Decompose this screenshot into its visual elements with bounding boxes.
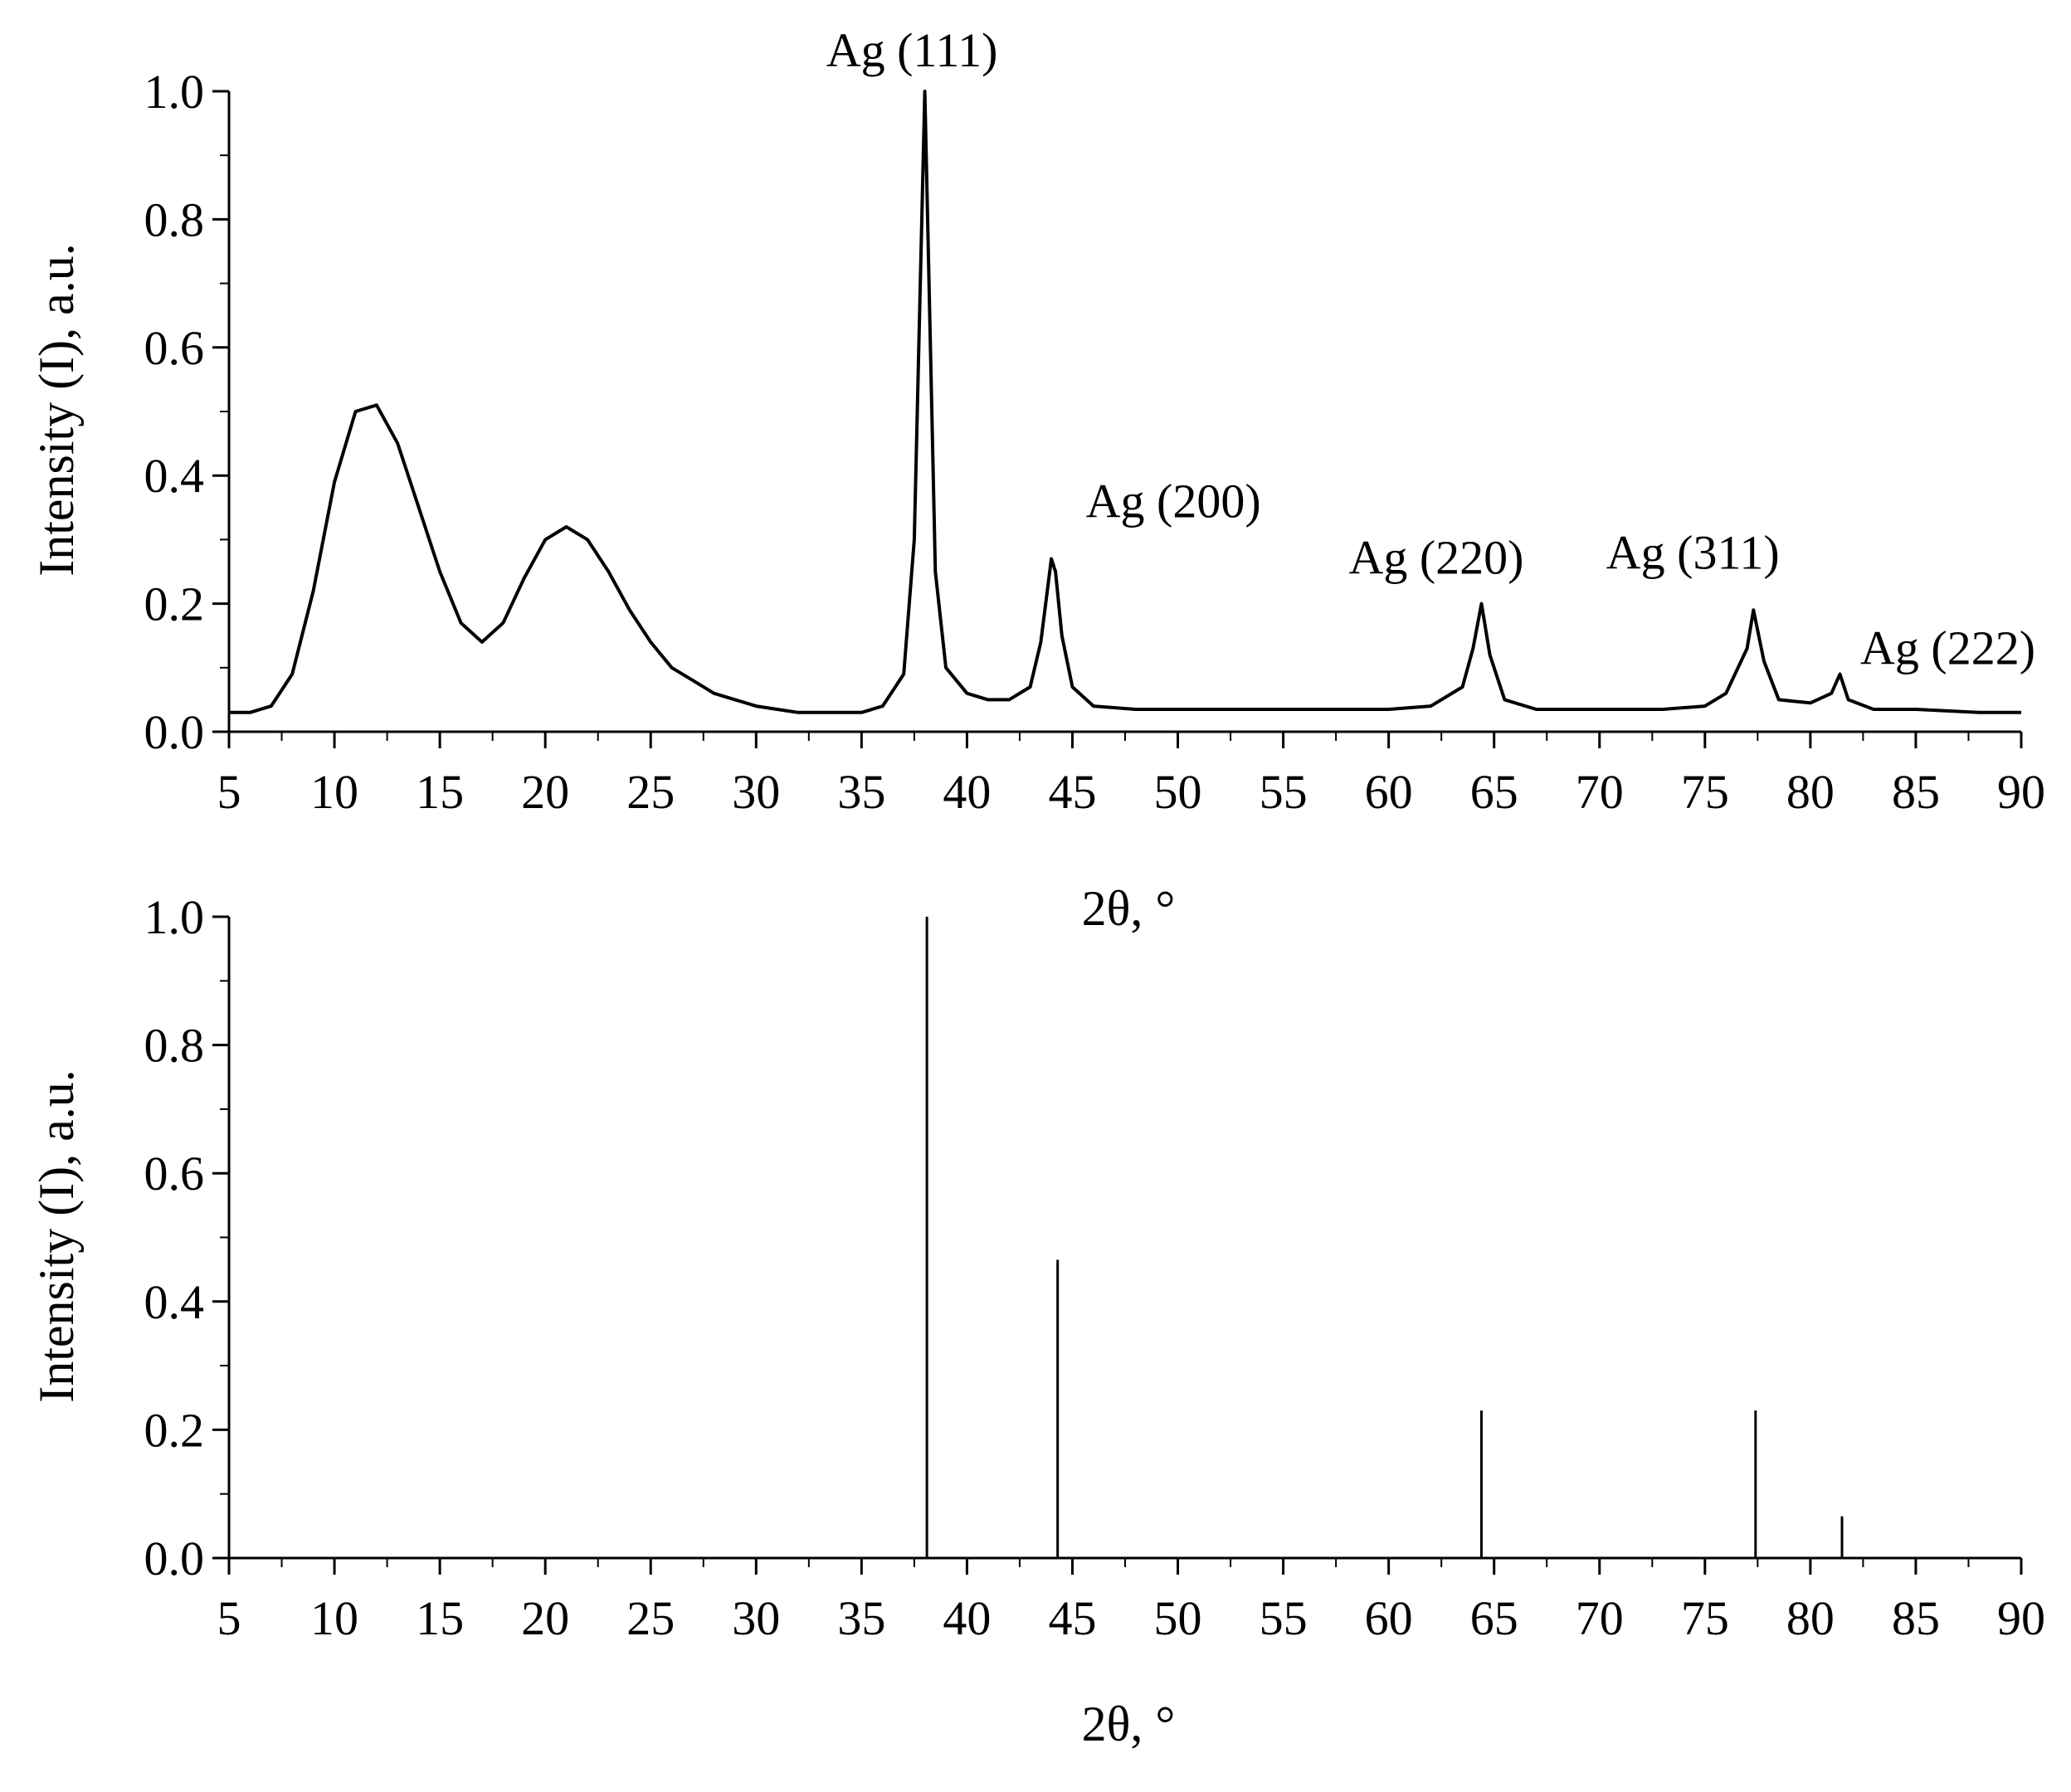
x-tick-label: 25 (626, 1591, 675, 1645)
y-tick-label: 0.4 (144, 1275, 205, 1329)
x-tick-label: 75 (1681, 1591, 1729, 1645)
x-tick-label: 50 (1154, 765, 1202, 819)
x-tick-label: 60 (1365, 1591, 1413, 1645)
peak-label: Ag (311) (1606, 525, 1780, 579)
y-tick-label: 0.0 (144, 705, 205, 759)
y-tick-label: 0.0 (144, 1531, 205, 1585)
x-tick-label: 50 (1154, 1591, 1202, 1645)
x-tick-label: 55 (1260, 765, 1308, 819)
x-tick-label: 15 (416, 1591, 464, 1645)
x-axis-title: 2θ, ° (1082, 881, 1176, 936)
peak-labels: Ag (111) Ag (200) Ag (220) Ag (311) Ag (222) (826, 23, 2035, 675)
x-tick-label: 70 (1576, 1591, 1624, 1645)
y-tick-label: 0.2 (144, 577, 205, 631)
x-tick-label: 90 (1997, 1591, 2045, 1645)
peak-label: Ag (220) (1348, 531, 1523, 585)
x-tick-label: 45 (1048, 1591, 1096, 1645)
x-tick-label: 10 (310, 765, 358, 819)
x-tick-label: 40 (943, 765, 991, 819)
x-tick-label: 20 (521, 765, 569, 819)
x-tick-label: 60 (1365, 765, 1413, 819)
x-tick-label: 90 (1997, 765, 2045, 819)
y-tick-label: 0.4 (144, 449, 205, 503)
y-axis-title: Intensity (I), a.u. (29, 1069, 84, 1403)
reference-stick-chart: 5 10 15 20 25 30 35 40 45 50 55 60 65 70 75 80 85 90 0.0 0.… (29, 890, 2045, 1751)
x-tick-label: 30 (732, 765, 780, 819)
x-tick-label: 40 (943, 1591, 991, 1645)
x-tick-label: 55 (1260, 1591, 1308, 1645)
xrd-pattern-chart: Ag (111) Ag (200) Ag (220) Ag (311) Ag (222)… (29, 23, 2045, 936)
y-tick-label: 0.6 (144, 1147, 205, 1200)
x-tick-label: 85 (1892, 765, 1940, 819)
x-tick-label: 75 (1681, 765, 1729, 819)
x-axis-title: 2θ, ° (1082, 1697, 1176, 1751)
peak-label: Ag (111) (826, 23, 998, 77)
x-tick-label: 30 (732, 1591, 780, 1645)
y-axis-title: Intensity (I), a.u. (29, 243, 84, 577)
y-tick-label: 1.0 (144, 890, 205, 944)
x-tick-label: 35 (837, 765, 885, 819)
x-tick-label: 35 (837, 1591, 885, 1645)
x-tick-label: 5 (217, 765, 241, 819)
y-tick-label: 0.6 (144, 321, 205, 375)
x-tick-label: 80 (1786, 765, 1835, 819)
x-tick-label: 45 (1048, 765, 1096, 819)
x-tick-label: 80 (1786, 1591, 1835, 1645)
peak-label: Ag (222) (1860, 621, 2035, 675)
y-tick-label: 1.0 (144, 65, 205, 119)
y-tick-label: 0.2 (144, 1403, 205, 1457)
x-tick-label: 85 (1892, 1591, 1940, 1645)
x-tick-label: 65 (1470, 765, 1518, 819)
xrd-series-line (229, 90, 2021, 714)
y-tick-label: 0.8 (144, 1019, 205, 1073)
x-tick-label: 65 (1470, 1591, 1518, 1645)
y-tick-label: 0.8 (144, 192, 205, 246)
x-tick-label: 10 (310, 1591, 358, 1645)
x-tick-label: 20 (521, 1591, 569, 1645)
peak-label: Ag (200) (1086, 475, 1261, 528)
x-tick-label: 70 (1576, 765, 1624, 819)
x-tick-label: 5 (217, 1591, 241, 1645)
x-tick-label: 25 (626, 765, 675, 819)
x-tick-label: 15 (416, 765, 464, 819)
